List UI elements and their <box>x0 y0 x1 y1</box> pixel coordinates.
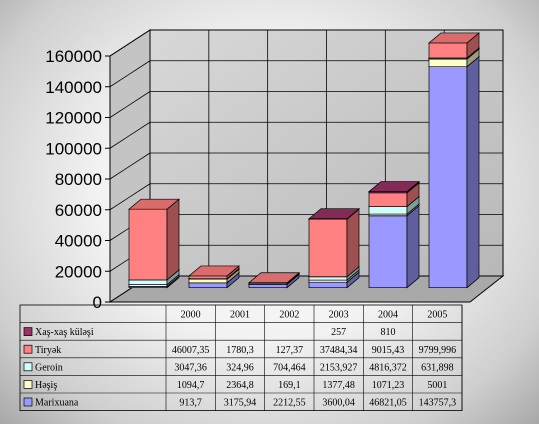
bar-side <box>466 55 480 289</box>
bar-front <box>188 278 228 284</box>
bar-front <box>308 276 348 281</box>
bar-segment-2004-0 <box>368 204 420 289</box>
gridline-side <box>109 60 151 88</box>
data-label: 324,96 <box>226 362 254 373</box>
bar-front <box>368 215 408 289</box>
bar-top <box>428 32 480 44</box>
legend-entry: Xaş-xaş küləşi <box>35 327 94 338</box>
bar-segment-2005-0 <box>428 55 480 289</box>
data-label: 46821,05 <box>369 398 407 409</box>
bar-front <box>428 66 468 289</box>
data-label: 1780,3 <box>226 345 254 356</box>
y-tick-label: 60000 <box>55 201 102 220</box>
data-label: 143757,3 <box>419 398 457 409</box>
bar-segment-2002-3 <box>248 272 300 284</box>
bar-segment-2001-3 <box>188 265 240 280</box>
bar-front <box>428 42 468 59</box>
bar-side <box>346 208 360 278</box>
bar-front <box>188 275 228 280</box>
bar-segment-2004-4 <box>368 180 420 194</box>
data-label: 913,7 <box>179 398 202 409</box>
data-label: 127,37 <box>276 345 304 356</box>
bar-front <box>368 206 408 215</box>
data-label: 169,1 <box>278 380 301 391</box>
bar-front <box>308 218 348 278</box>
legend-entry: Geroin <box>35 362 63 373</box>
bar-segment-2000-3 <box>128 198 180 281</box>
category-label: 2005 <box>427 310 447 321</box>
bar-top <box>188 265 240 277</box>
gridline-side <box>109 121 151 149</box>
data-label: 3600,04 <box>322 398 355 409</box>
y-tick-label: 80000 <box>55 170 102 189</box>
data-label: 2364,8 <box>226 380 254 391</box>
y-tick-label: 0 <box>93 293 102 312</box>
data-label: 631,898 <box>421 362 454 373</box>
legend-entry: Həşiş <box>35 380 57 391</box>
data-label: 3047,36 <box>174 362 207 373</box>
bar-front <box>308 281 348 289</box>
bar-side <box>406 204 420 289</box>
data-label: 1071,23 <box>372 380 405 391</box>
bar-segment-2005-3 <box>428 32 480 59</box>
gridline-side <box>109 91 151 118</box>
data-label: 1377,48 <box>322 380 355 391</box>
gridline-side <box>109 29 151 57</box>
y-tick-label: 140000 <box>45 78 102 97</box>
data-label: 37484,34 <box>320 345 358 356</box>
category-label: 2003 <box>329 310 349 321</box>
bar-front <box>428 58 468 68</box>
legend-swatch <box>23 327 33 336</box>
y-axis-ticks: 0 20000 40000 60000 80000 100000 120000 140000 1… <box>45 47 110 312</box>
data-label: 9799,996 <box>419 345 457 356</box>
data-label: 1094,7 <box>177 380 205 391</box>
bar-front <box>188 282 228 289</box>
data-label: 9015,43 <box>372 345 405 356</box>
y-tick-label: 100000 <box>45 139 102 158</box>
bars <box>128 32 480 289</box>
legend-swatch <box>23 380 33 389</box>
bar-front <box>248 283 288 289</box>
bar-front <box>128 279 168 285</box>
data-label: 5001 <box>427 380 447 391</box>
y-tick-label: 20000 <box>55 262 102 281</box>
data-label: 4816,372 <box>369 362 407 373</box>
data-label: 257 <box>331 327 346 338</box>
category-label: 2000 <box>181 310 201 321</box>
bar-top <box>128 198 180 210</box>
bar-side <box>166 198 180 281</box>
bar-top <box>308 208 360 220</box>
bar-top <box>368 181 420 192</box>
data-label: 3175,94 <box>224 398 257 409</box>
gridline-side <box>109 152 151 180</box>
y-tick-label: 160000 <box>45 47 102 66</box>
bar-top <box>248 272 300 284</box>
legend-swatch <box>23 397 33 407</box>
data-table: 2000 2001 2002 2003 2004 2005 Xaş-xaş küləşi 25… <box>19 304 463 411</box>
data-label: 810 <box>381 327 396 338</box>
data-label: 2212,55 <box>273 398 306 409</box>
legend-entry: Tiryək <box>35 345 61 356</box>
data-label: 46007,35 <box>172 345 210 356</box>
data-label: 704,464 <box>273 362 306 373</box>
bar-segment-2003-4 <box>308 207 360 220</box>
bar-front <box>128 208 168 281</box>
category-label: 2001 <box>230 310 250 321</box>
y-tick-label: 40000 <box>55 232 102 251</box>
legend-swatch <box>23 344 33 354</box>
data-label: 2153,927 <box>320 362 358 373</box>
legend-entry: Marixuana <box>35 398 79 409</box>
legend-swatch <box>23 362 33 372</box>
category-label: 2002 <box>279 310 299 321</box>
gridline-side <box>109 183 151 211</box>
bar-front <box>368 192 408 208</box>
y-tick-label: 120000 <box>45 109 102 128</box>
category-label: 2004 <box>378 310 398 321</box>
